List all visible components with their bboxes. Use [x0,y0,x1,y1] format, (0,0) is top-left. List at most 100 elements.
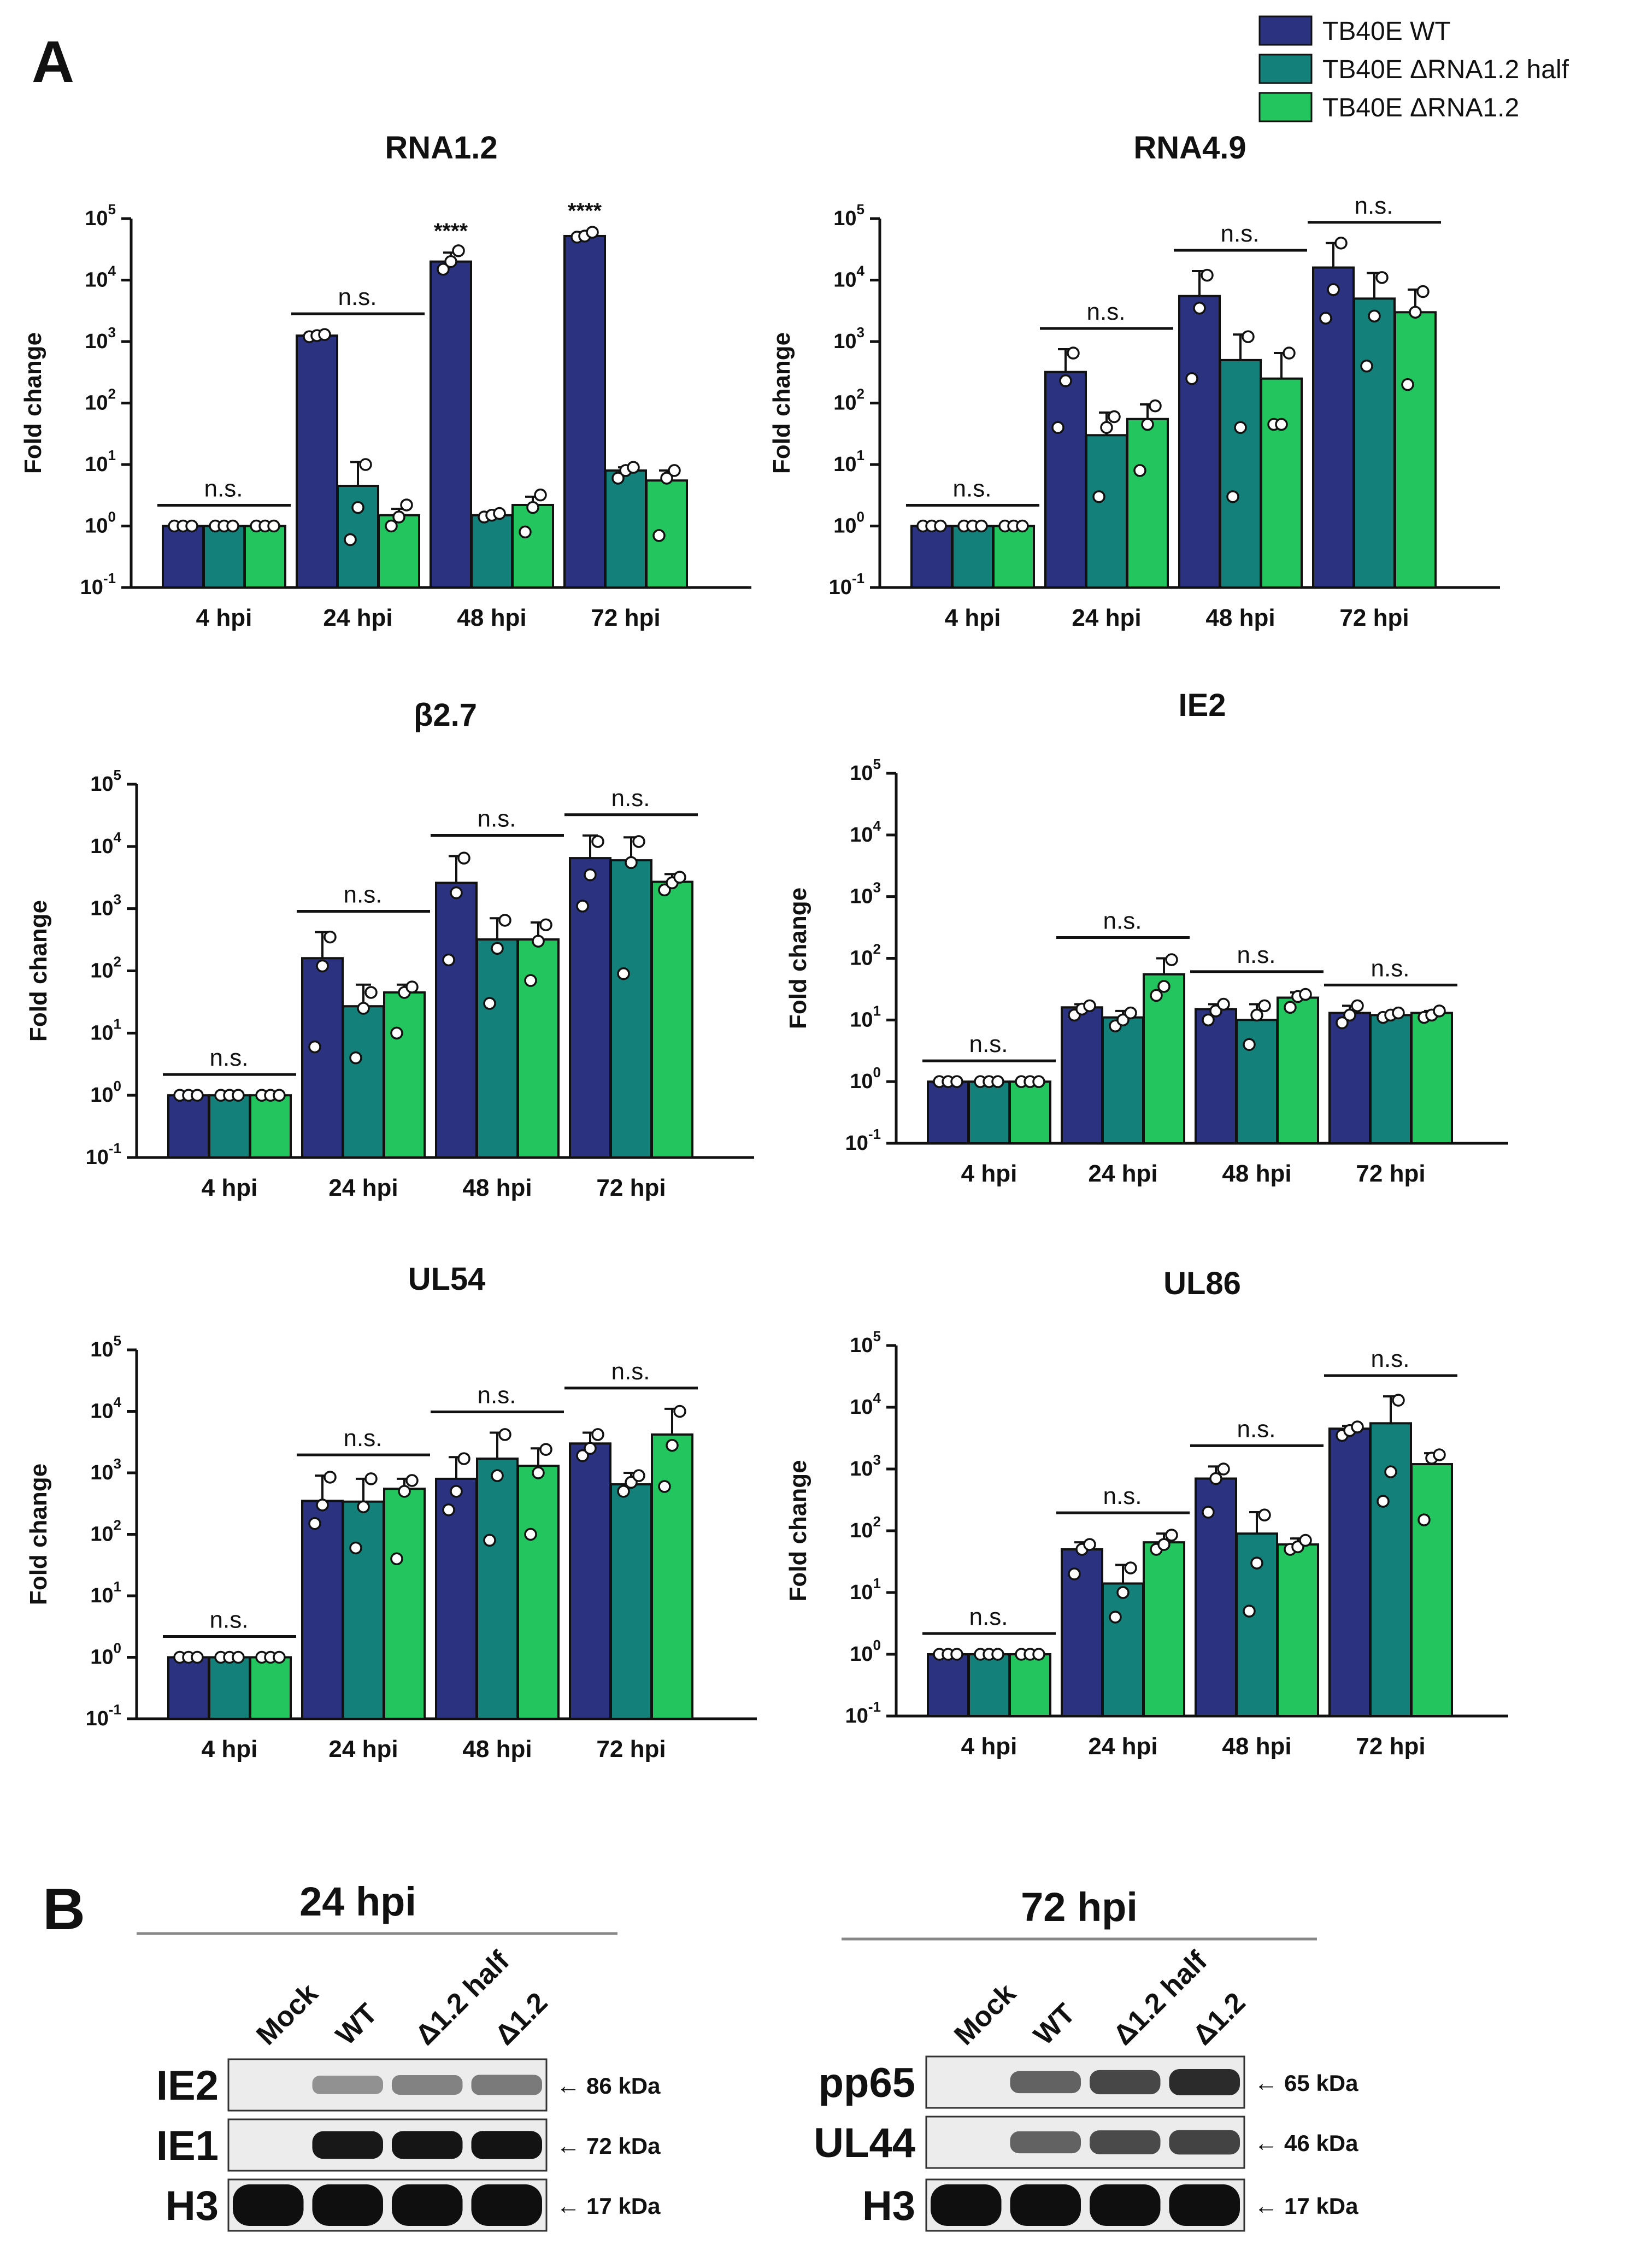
x-tick-label: 48 hpi [457,604,526,631]
data-point [444,255,457,268]
data-point [584,1442,597,1455]
data-point [1141,418,1154,431]
y-tick-exponent: 3 [873,879,881,896]
y-tick-exponent: 5 [114,767,121,783]
bar-wt [435,1477,478,1720]
y-tick-base: 10 [90,960,113,983]
y-axis-label: Fold change [785,1460,811,1601]
bar-wt [1312,266,1355,589]
y-tick-base: 10 [850,885,873,908]
significance-label: n.s. [210,1607,249,1634]
blot-band [1010,2071,1081,2094]
data-point [652,529,666,542]
y-tick-label: 101 [85,447,116,476]
chart-title: RNA1.2 [385,130,497,166]
bar-wt [569,1442,611,1720]
chart-title: β2.7 [414,697,477,733]
data-point [1377,1495,1390,1508]
y-tick-exponent: 1 [114,1578,121,1595]
significance-label: n.s. [969,1031,1008,1057]
chart-title: UL54 [408,1261,486,1297]
data-point [1201,268,1214,282]
data-point [1150,989,1163,1002]
data-point [673,871,686,884]
bar-ko [651,1433,693,1720]
bar-ko [1394,311,1437,589]
data-point [1433,1448,1446,1461]
data-point [1401,378,1414,391]
significance-label: n.s. [1103,1483,1142,1509]
data-point [191,1650,204,1664]
data-point [457,1452,470,1465]
y-tick-base: 10 [850,1519,873,1542]
bar-ko [1277,1543,1319,1717]
data-point [991,1075,1004,1088]
y-tick-exponent: 4 [114,829,122,845]
data-point [1157,980,1171,993]
data-point [498,1428,511,1441]
y-tick-base: 10 [90,1021,113,1044]
data-point [1051,421,1064,434]
bar-half [470,514,513,589]
bar-ko [1410,1012,1453,1144]
bar-wt [563,234,606,589]
y-tick-label: 103 [850,1452,881,1480]
data-point [584,868,597,882]
data-point [1343,1008,1356,1022]
y-tick-base: 10 [833,269,856,292]
blot-row-label: pp65 [819,2060,915,2106]
bar-ko [645,479,688,589]
y-tick-exponent: 5 [857,201,864,218]
blot-row-label: IE1 [156,2123,219,2169]
blot-title: 24 hpi [299,1879,416,1924]
bar-half [1236,1019,1278,1145]
significance-label: n.s. [344,882,383,908]
y-tick-label: 104 [85,263,116,292]
bar-half [604,469,647,589]
y-tick-exponent: 2 [873,1513,881,1530]
blot-band [392,2075,463,2095]
data-point [359,458,372,471]
bar-wt [1061,1548,1103,1717]
data-point [1275,418,1288,431]
data-point [1185,372,1198,385]
y-tick-label: 100 [850,1637,881,1666]
data-point [526,501,539,514]
blot-band [1169,2069,1240,2096]
data-point [1124,1006,1137,1020]
blot-band [1010,2131,1081,2154]
data-point [1116,1013,1130,1027]
data-point [1108,410,1121,424]
y-tick-base: 10 [833,515,856,538]
y-tick-label: 10-1 [80,570,116,599]
bar-half [208,1656,251,1720]
data-point [405,1474,419,1487]
bar-half [951,525,994,589]
data-point [1351,1420,1364,1433]
data-point [1250,1008,1263,1022]
blot-band [931,2184,1002,2226]
data-point [1418,1513,1431,1526]
data-point [357,1002,370,1015]
data-point [450,1485,463,1498]
y-tick-base: 10 [845,1705,868,1728]
data-point [1100,421,1113,434]
bar-wt [1328,1427,1371,1717]
y-axis-label: Fold change [20,332,46,474]
y-tick-exponent: 1 [108,447,116,463]
data-point [632,835,645,848]
data-point [524,974,537,987]
bar-wt [301,957,344,1159]
blot-band [1090,2070,1161,2095]
y-tick-exponent: 5 [873,1328,881,1344]
bar-ko [1277,996,1319,1145]
x-tick-label: 48 hpi [462,1736,532,1762]
y-tick-base: 10 [850,1396,873,1419]
blot-band [233,2184,304,2226]
y-tick-exponent: 1 [857,447,864,463]
data-point [483,1533,496,1547]
data-point [1368,309,1381,323]
